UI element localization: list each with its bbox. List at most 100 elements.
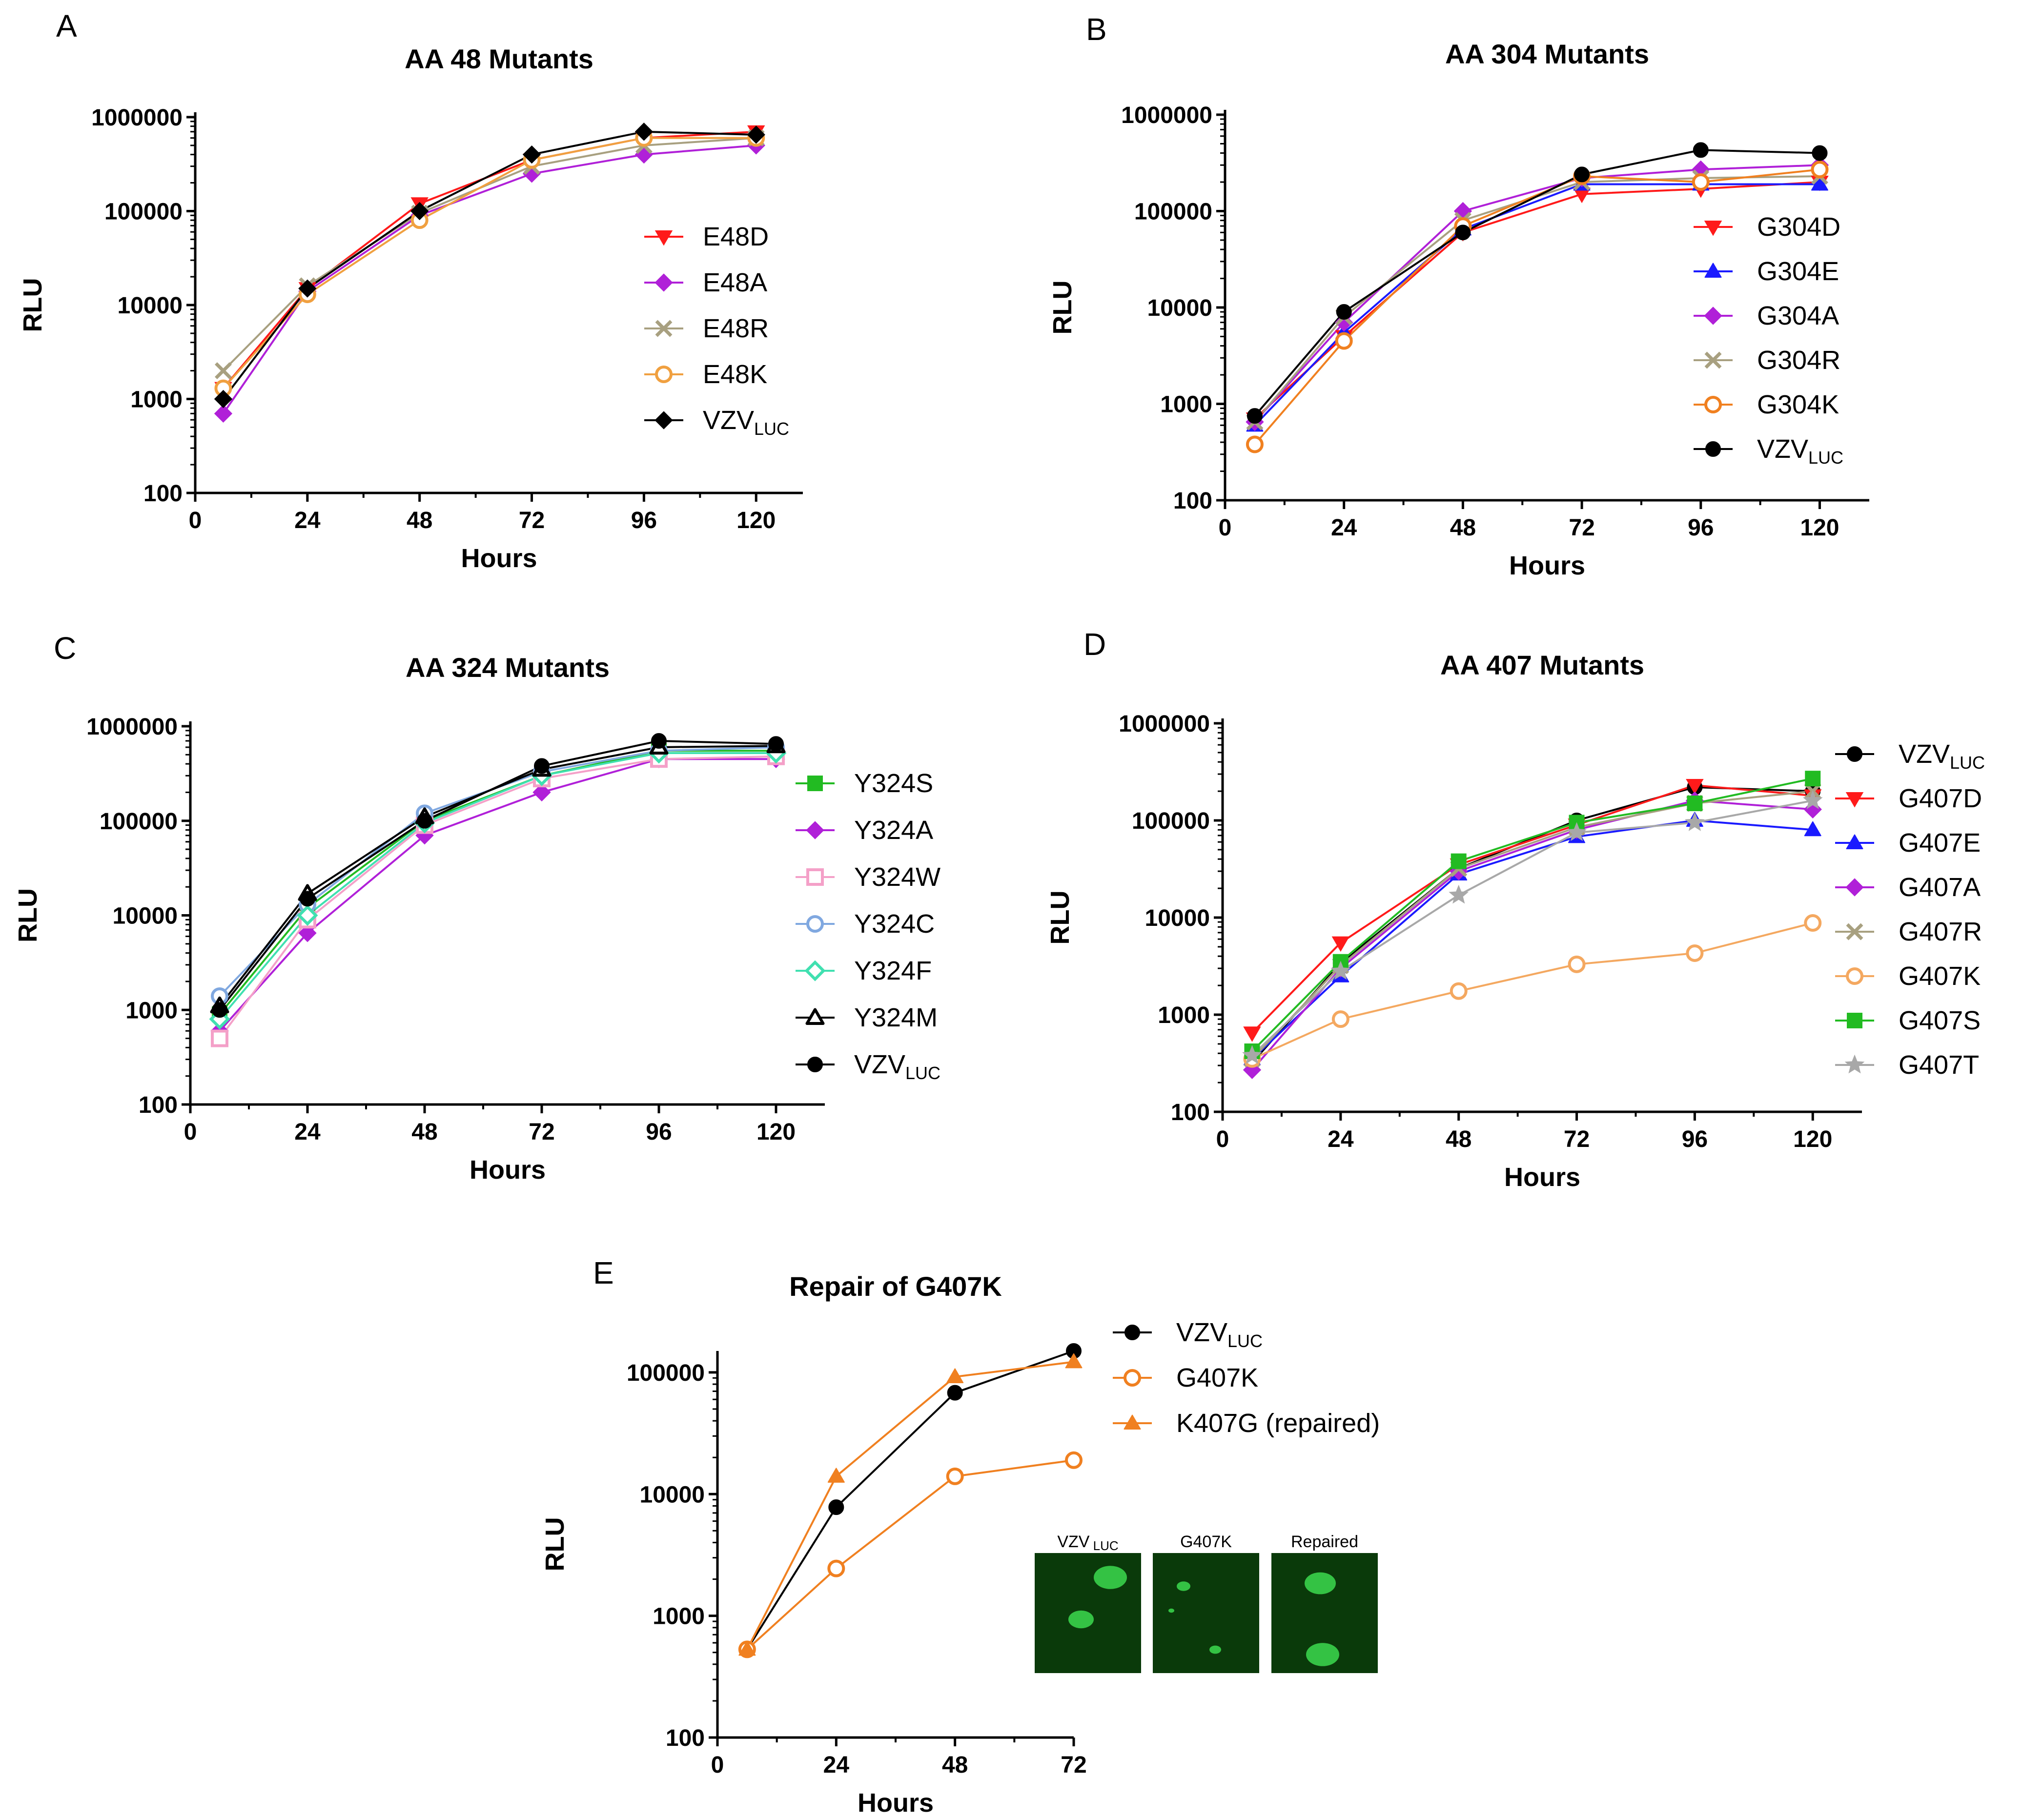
legend-label: K407G (repaired) [1176, 1409, 1380, 1438]
legend-label: VZVLUC [703, 406, 789, 439]
legend-marker [1705, 441, 1721, 457]
data-point [1811, 175, 1828, 191]
data-point [214, 389, 233, 409]
legend-label: VZVLUC [854, 1050, 940, 1083]
series-line [1251, 777, 1813, 1052]
x-tick-label: 72 [1061, 1752, 1086, 1778]
data-point [1693, 142, 1709, 158]
data-point [410, 202, 429, 221]
data-point [1247, 408, 1263, 424]
panel-letter: C [54, 631, 76, 666]
y-tick-label: 100 [139, 1092, 178, 1118]
legend-label: G304K [1757, 390, 1839, 419]
series-line [222, 130, 756, 389]
data-point [946, 1368, 964, 1383]
legend: VZVLUC G407K K407G (repaired) [1113, 1318, 1380, 1438]
x-tick-label: 96 [646, 1119, 672, 1145]
x-tick-label: 24 [294, 1119, 321, 1145]
data-point [768, 736, 784, 752]
panel-letter: A [56, 8, 77, 43]
data-point [1246, 435, 1264, 453]
legend-label: Y324W [854, 862, 940, 892]
y-tick-label: 100000 [1132, 808, 1210, 834]
data-point [214, 362, 232, 380]
data-point [1336, 304, 1352, 320]
legend-marker [1846, 923, 1863, 941]
y-axis-label: RLU [540, 1517, 570, 1572]
series-line [1254, 149, 1820, 417]
data-point [1692, 173, 1710, 191]
chart-title: AA 304 Mutants [1445, 39, 1649, 69]
legend-marker [1704, 307, 1722, 325]
legend-marker [806, 868, 824, 886]
legend-marker [1704, 263, 1722, 278]
x-axis-label: Hours [461, 544, 537, 573]
data-point [1802, 790, 1823, 809]
y-tick-label: 100 [1173, 488, 1212, 514]
y-tick-label: 1000 [1158, 1002, 1210, 1028]
x-tick-label: 24 [1331, 515, 1357, 541]
series-line [219, 740, 777, 1011]
legend-label: E48R [703, 314, 769, 343]
data-point [1242, 1045, 1262, 1064]
series-line [1251, 799, 1813, 1057]
y-axis-label: RLU [18, 278, 47, 332]
chart-title: AA 48 Mutants [405, 43, 593, 74]
data-point [1331, 1010, 1349, 1028]
plaque [1068, 1610, 1094, 1629]
y-tick-label: 10000 [640, 1482, 705, 1508]
data-point [1449, 884, 1469, 904]
data-point [1330, 961, 1351, 980]
x-tick-label: 72 [519, 508, 545, 533]
data-point [1686, 944, 1704, 962]
legend-marker [1704, 351, 1722, 369]
y-axis-label: RLU [1045, 891, 1075, 945]
data-point [212, 1002, 227, 1018]
legend-label: G407A [1899, 873, 1981, 902]
y-tick-label: 100000 [100, 809, 178, 835]
panel-letter: B [1086, 12, 1107, 47]
data-point [1811, 161, 1829, 179]
x-tick-label: 0 [711, 1752, 724, 1778]
series-line [746, 1459, 1074, 1650]
panel-e: E Repair of G407K 0 24 48 72 100 1000 10000 10000… [540, 1255, 1380, 1818]
series-line [219, 750, 776, 1015]
data-point [1331, 936, 1350, 952]
series-line [1251, 799, 1813, 1071]
micrograph [1153, 1553, 1259, 1673]
x-axis-label: Hours [1504, 1163, 1580, 1192]
legend-marker [1845, 878, 1864, 897]
plaque-images: VZV LUC G407K Repaired [1035, 1533, 1378, 1673]
data-point [300, 891, 315, 907]
data-point [1574, 166, 1590, 183]
y-tick-label: 100 [666, 1725, 705, 1751]
x-tick-label: 24 [823, 1752, 850, 1778]
legend: Y324S Y324A Y324W Y324C Y324F Y324M VZVLUC [796, 769, 940, 1083]
data-point [1450, 982, 1468, 1000]
x-axis-label: Hours [470, 1155, 546, 1185]
data-point [634, 145, 654, 164]
x-tick-label: 0 [189, 508, 202, 533]
data-point [1687, 795, 1703, 811]
x-tick-label: 72 [529, 1119, 554, 1145]
legend-marker [655, 366, 673, 383]
x-tick-label: 72 [1569, 515, 1594, 541]
legend-label: Y324F [854, 956, 932, 985]
micrograph-label: VZV LUC [1057, 1533, 1118, 1553]
x-tick-label: 120 [1793, 1126, 1832, 1152]
legend-label: Y324S [854, 769, 933, 798]
y-tick-label: 1000 [1160, 392, 1212, 418]
x-tick-label: 120 [736, 508, 776, 533]
x-tick-label: 24 [1328, 1126, 1354, 1152]
y-tick-label: 100000 [104, 199, 183, 225]
data-point [947, 1385, 963, 1401]
y-tick-label: 1000000 [1121, 102, 1212, 128]
data-point [1686, 779, 1704, 795]
series-line [1251, 790, 1813, 1060]
legend-marker [1844, 1054, 1865, 1074]
data-point [417, 813, 432, 829]
legend-marker [805, 1008, 825, 1025]
panel-d: D AA 407 Mutants 0 24 48 72 96 120 100 1000 10000 1… [1045, 627, 1985, 1192]
micrograph-label: G407K [1180, 1533, 1232, 1551]
y-tick-label: 1000000 [1119, 711, 1210, 737]
